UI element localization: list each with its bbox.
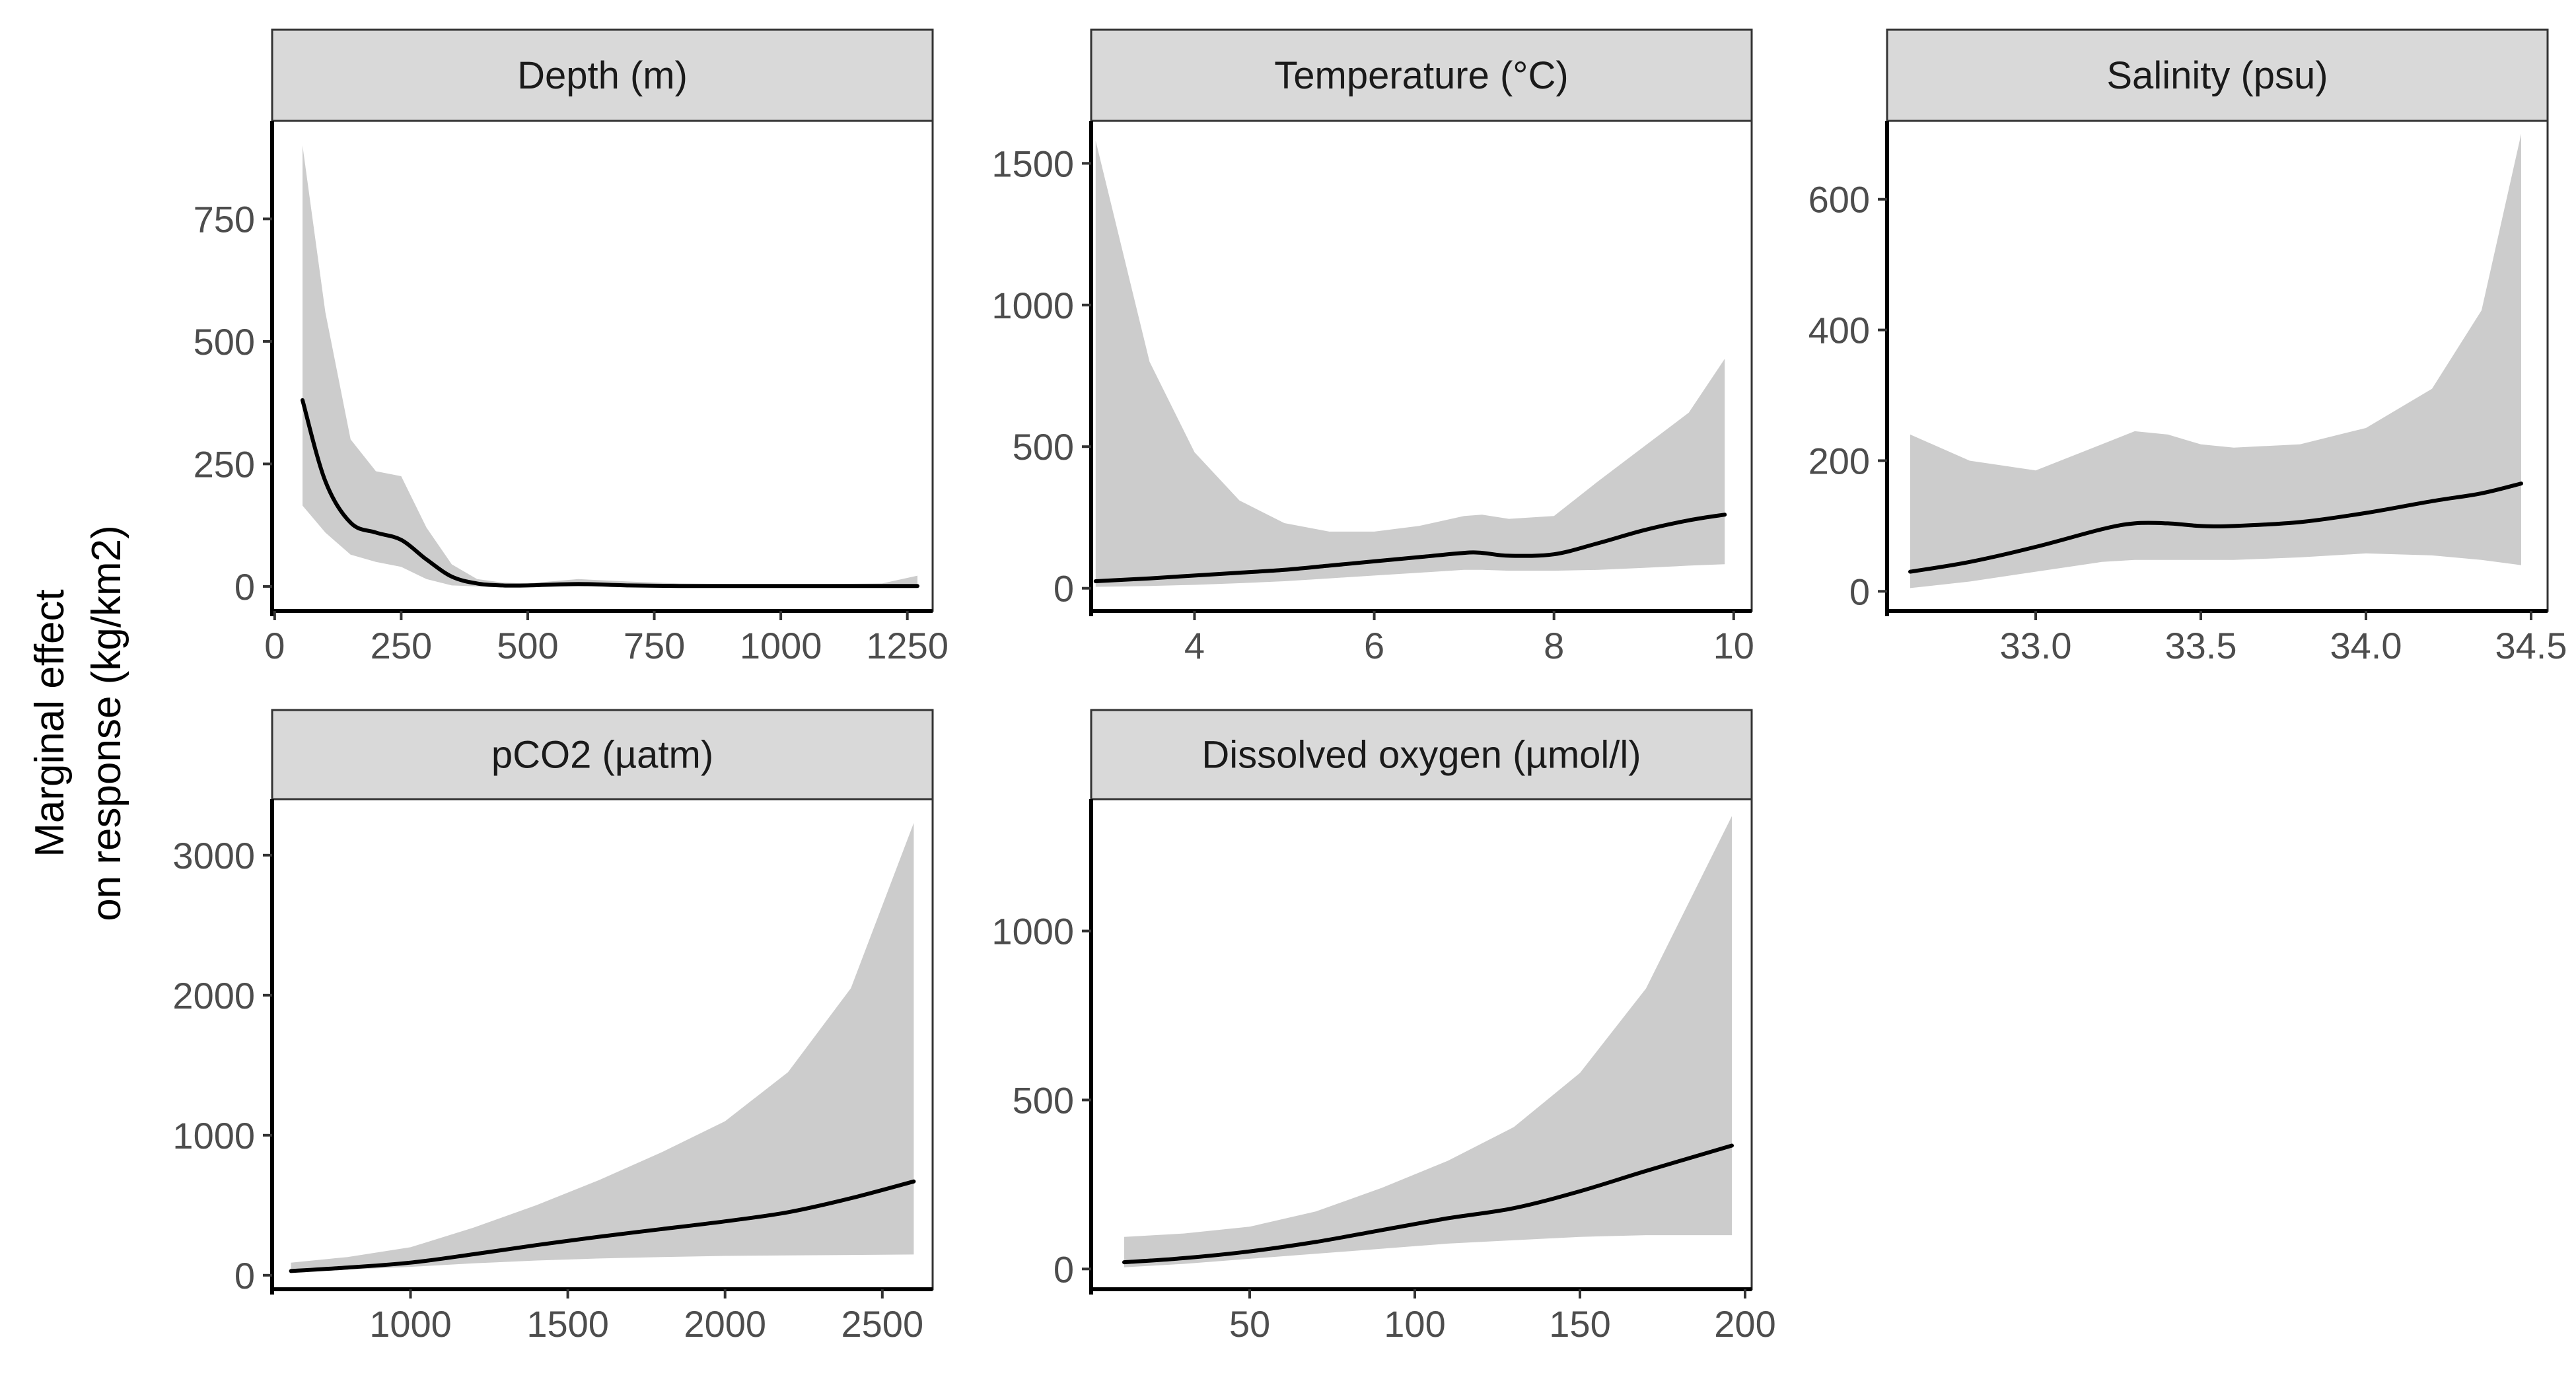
facet-panel-depth-m: Depth (m) 0 250 500 750 0 250 500 750 1000 1250 [194,28,948,666]
y-tick-label: 250 [194,443,255,485]
y-tick-label: 200 [1808,440,1870,481]
confidence-ribbon [291,823,914,1273]
confidence-ribbon [303,145,917,587]
y-tick-label: 0 [234,566,255,608]
facet-panel-dissolved-oxygen-mol-l: Dissolved oxygen (µmol/l) 0 500 1000 50 100 15… [991,709,1776,1345]
x-tick-label: 1500 [526,1303,609,1345]
y-tick-label: 500 [1013,426,1074,468]
facet-strip-label: Dissolved oxygen (µmol/l) [1201,734,1641,777]
x-tick-label: 150 [1549,1303,1610,1345]
y-tick-label: 1500 [991,143,1074,184]
y-tick-label: 400 [1808,310,1870,351]
y-tick-label: 600 [1808,179,1870,221]
x-tick-label: 2500 [841,1303,924,1345]
x-tick-label: 8 [1544,625,1564,666]
marginal-effect-line [1093,513,1727,583]
x-tick-label: 6 [1364,625,1384,666]
x-tick-label: 0 [264,625,285,666]
facet-strip [271,709,934,800]
facet-strip-label: Depth (m) [517,54,688,97]
x-tick-label: 33.0 [2000,625,2072,666]
confidence-ribbon [1095,141,1725,587]
y-tick-label: 3000 [172,835,255,876]
x-tick-label: 250 [371,625,432,666]
facet-strip-label: Temperature (°C) [1274,54,1568,97]
x-tick-label: 100 [1384,1303,1445,1345]
y-axis-title-line1: Marginal effect [27,589,73,857]
x-tick-label: 1000 [740,625,822,666]
marginal-effect-line [1122,1143,1734,1265]
x-tick-label: 200 [1714,1303,1775,1345]
y-tick-label: 2000 [172,975,255,1016]
y-tick-label: 1000 [991,285,1074,326]
facet-strip-label: Salinity (psu) [2106,54,2328,97]
x-tick-label: 34.5 [2495,625,2567,666]
y-tick-label: 0 [1054,568,1074,610]
y-tick-label: 1000 [172,1115,255,1156]
x-tick-label: 4 [1184,625,1205,666]
y-tick-label: 0 [1849,571,1870,612]
facet-strip [1090,709,1753,800]
x-tick-label: 2000 [684,1303,766,1345]
marginal-effect-line [301,398,919,588]
facet-panel-pco2-atm: pCO2 (µatm) 0 1000 2000 3000 1000 1500 2000 2500 [172,709,934,1345]
facet-panel-temperature-c: Temperature (°C) 0 500 1000 1500 4 6 8 10 [991,28,1754,666]
y-tick-label: 0 [234,1255,255,1297]
facet-strip [1090,28,1753,122]
x-tick-label: 34.0 [2330,625,2402,666]
marginal-effect-line [289,1179,916,1273]
facet-strip [271,28,934,122]
confidence-ribbon [1910,133,2521,588]
facet-strip-label: pCO2 (µatm) [491,734,713,777]
marginal-effect-line [1908,481,2523,574]
x-tick-label: 10 [1713,625,1754,666]
y-tick-label: 500 [1013,1079,1074,1121]
y-tick-label: 0 [1054,1248,1074,1290]
facet-panel-salinity-psu: Salinity (psu) 0 200 400 600 33.0 33.5 34.0 34.5 [1808,28,2567,666]
y-tick-label: 750 [194,198,255,240]
x-tick-label: 750 [624,625,685,666]
x-tick-label: 50 [1229,1303,1270,1345]
confidence-ribbon [1124,816,1732,1267]
y-tick-label: 1000 [991,911,1074,952]
x-tick-label: 500 [497,625,558,666]
facet-strip [1886,28,2549,122]
x-tick-label: 1000 [369,1303,452,1345]
y-tick-label: 500 [194,321,255,363]
x-tick-label: 33.5 [2165,625,2237,666]
y-axis-title-line2: on response (kg/km2) [84,525,129,921]
x-tick-label: 1250 [866,625,948,666]
